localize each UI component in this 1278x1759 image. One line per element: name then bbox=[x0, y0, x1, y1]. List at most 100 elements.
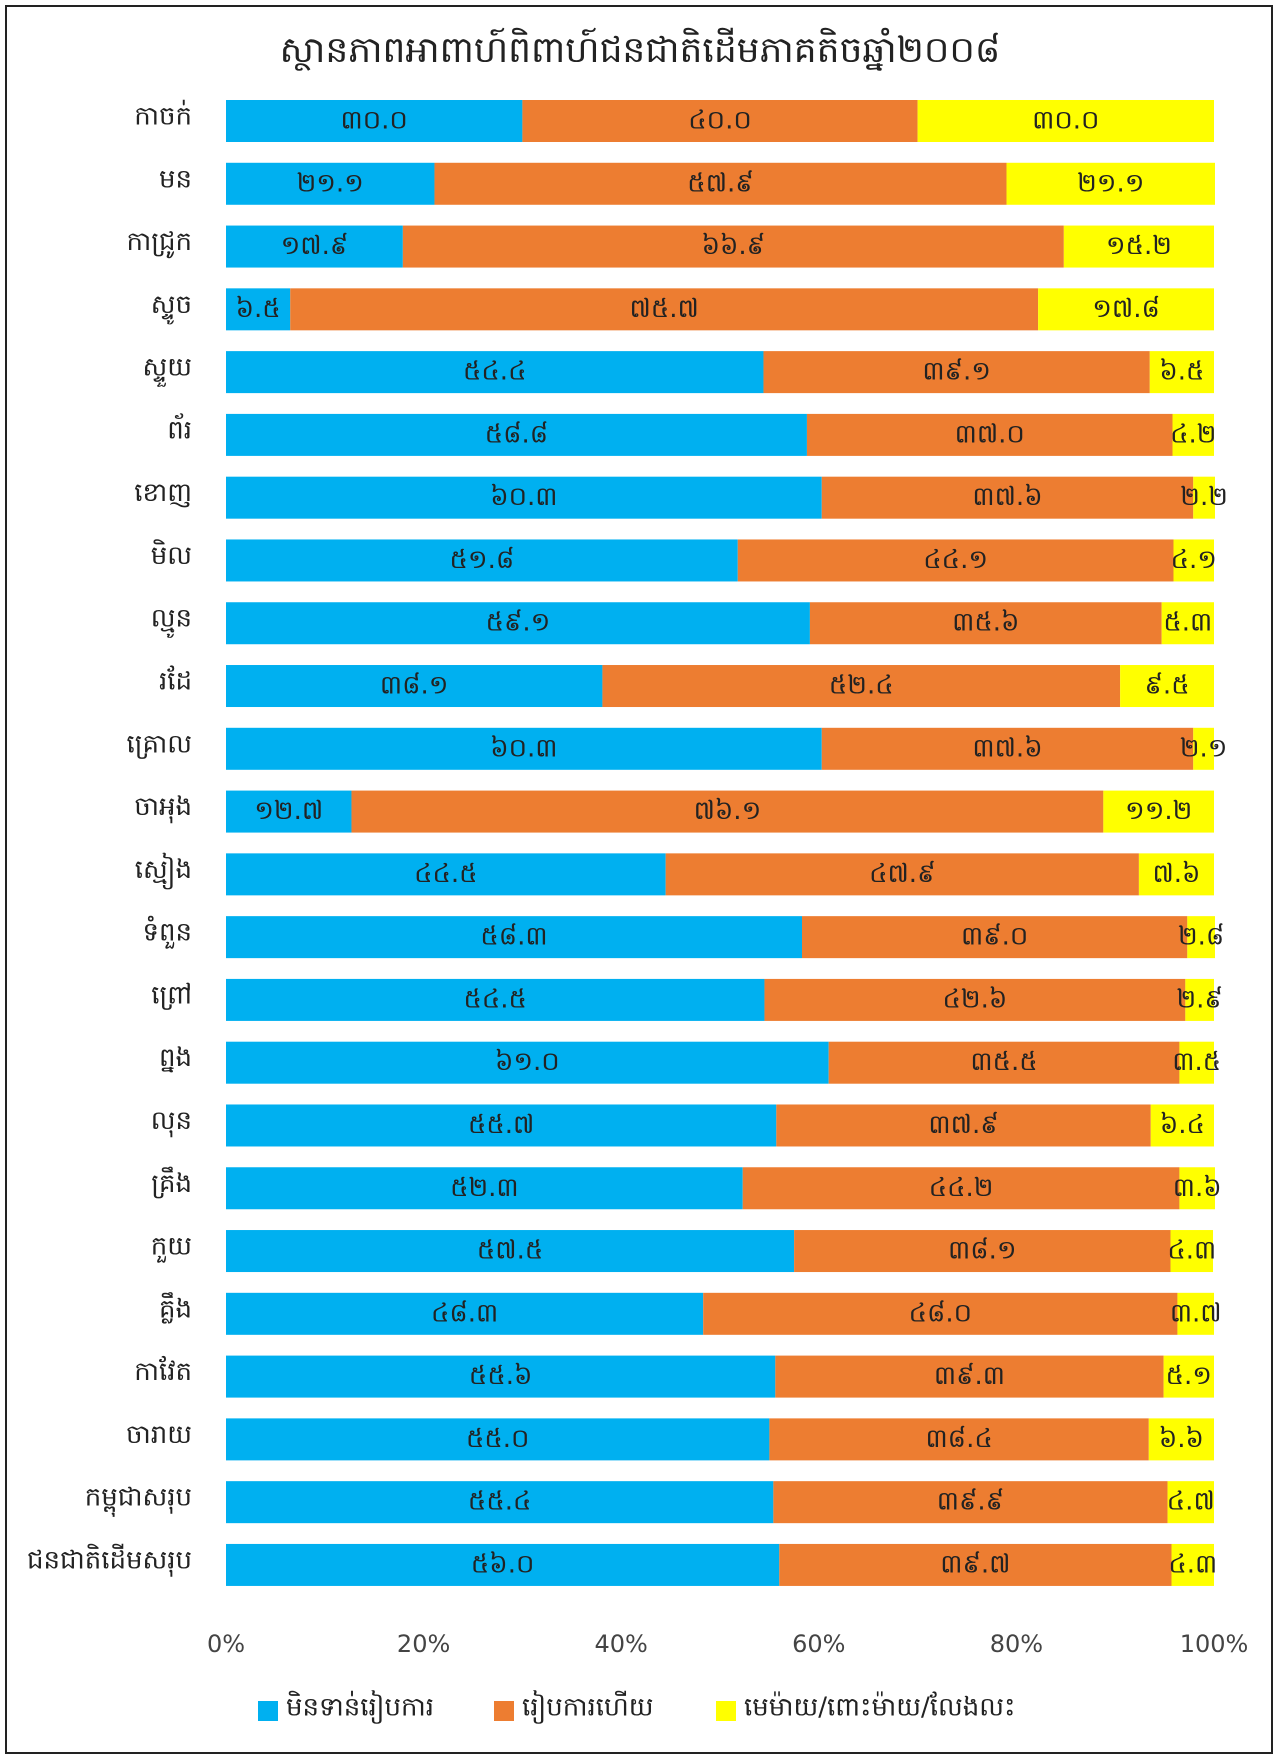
bar-segment bbox=[1038, 288, 1214, 331]
y-tick-label: ព្រៅ bbox=[151, 980, 192, 1010]
y-tick-label: ស្មៀង bbox=[135, 852, 192, 890]
data-label: ៣៥.៥ bbox=[970, 1047, 1037, 1077]
data-label: ៦.៦ bbox=[1159, 1424, 1204, 1454]
bar-segment bbox=[226, 100, 523, 142]
bar-segment bbox=[226, 1230, 795, 1273]
bar-segment bbox=[763, 351, 1150, 394]
legend-label: មិនទាន់រៀបការ bbox=[286, 1690, 434, 1725]
data-label: ៥.១ bbox=[1166, 1361, 1212, 1391]
bar-segment bbox=[1177, 1292, 1214, 1335]
data-label: ៥២.៣ bbox=[450, 1173, 519, 1203]
bar-segment bbox=[1170, 1230, 1214, 1273]
y-tick-label: ជនជាតិដើមសរុប bbox=[27, 1543, 192, 1577]
data-label: ៣.៧ bbox=[1170, 1298, 1222, 1328]
bar-segment bbox=[226, 476, 822, 519]
y-tick-label: កួយ bbox=[151, 1232, 192, 1264]
data-label: ៦១.០ bbox=[495, 1047, 560, 1077]
data-label: ៣០.០ bbox=[1032, 106, 1099, 136]
y-tick-label: ទំពួន bbox=[142, 916, 192, 950]
bar-segment bbox=[773, 1481, 1168, 1524]
data-label: ៣៨.១ bbox=[948, 1236, 1017, 1266]
bar-segment bbox=[226, 1167, 743, 1210]
chart-title: ស្ថានភាពអាពាហ៍ពិពាហ៍ជនជាតិដើមភាគតិចឆ្នាំ… bbox=[280, 27, 1001, 71]
y-tick-label: មន bbox=[159, 164, 192, 194]
data-label: ៧៦.១ bbox=[694, 796, 762, 826]
bar-segment bbox=[226, 539, 738, 582]
data-label: ៥២.៤ bbox=[829, 671, 894, 701]
data-label: ៥១.៨ bbox=[450, 545, 515, 575]
data-label: ៥.៣ bbox=[1163, 608, 1212, 638]
bar-segment bbox=[226, 978, 765, 1021]
bar-segment bbox=[809, 602, 1162, 645]
bar-segment bbox=[290, 288, 1039, 331]
data-label: ៥៥.៧ bbox=[468, 1110, 534, 1140]
data-label: ៣៧.៩ bbox=[928, 1110, 998, 1140]
data-label: ៥៥.៦ bbox=[469, 1361, 533, 1391]
bar-segment bbox=[1063, 225, 1214, 268]
bar-segment bbox=[828, 1041, 1180, 1084]
bar-segment bbox=[1120, 665, 1214, 708]
bar-segment bbox=[1173, 539, 1214, 582]
data-label: ៧.៦ bbox=[1152, 859, 1200, 889]
bar-segment bbox=[1163, 1355, 1214, 1398]
bar-segment bbox=[226, 413, 807, 456]
data-label: ២១.១ bbox=[1077, 168, 1144, 198]
bar-segment bbox=[1149, 351, 1214, 394]
data-label: ៥៨.៣ bbox=[480, 922, 547, 952]
bar-segment bbox=[737, 539, 1174, 582]
x-tick-label: 60% bbox=[792, 1630, 845, 1658]
bar-segment bbox=[226, 162, 435, 205]
data-label: ៣៩.៧ bbox=[940, 1549, 1010, 1579]
data-label: ៣៧.៦ bbox=[972, 482, 1042, 512]
bar-segment bbox=[821, 727, 1194, 770]
y-tick-label: គ្រឹង bbox=[151, 1166, 192, 1199]
bar-segment bbox=[226, 351, 764, 394]
bar-segment bbox=[402, 225, 1064, 268]
data-label: ២.១ bbox=[1180, 733, 1228, 763]
data-label: ៣៩.០ bbox=[961, 922, 1028, 952]
data-label: ៥៨.៨ bbox=[485, 419, 549, 449]
bar-segment bbox=[1148, 1418, 1214, 1461]
bar-segment bbox=[226, 853, 666, 896]
y-tick-label: មិល bbox=[151, 539, 192, 571]
bar-segment bbox=[1193, 476, 1215, 519]
bar-segment bbox=[226, 288, 291, 331]
bar-segment bbox=[226, 225, 403, 268]
x-tick-label: 20% bbox=[397, 1630, 450, 1658]
y-tick-label: គ្លឹង bbox=[159, 1291, 192, 1324]
data-label: ៤៨.៣ bbox=[431, 1298, 498, 1328]
data-label: ៦.៥ bbox=[1159, 357, 1204, 387]
bar-segment bbox=[226, 916, 803, 959]
bar-segment bbox=[226, 1292, 704, 1335]
bar-segment bbox=[434, 162, 1007, 205]
data-label: ៤៧.៩ bbox=[869, 859, 935, 889]
bar-segment bbox=[779, 1543, 1172, 1586]
data-label: ៦៦.៩ bbox=[702, 231, 766, 261]
data-label: ៥៧.៩ bbox=[687, 168, 753, 198]
bar-segment bbox=[1179, 1041, 1214, 1084]
y-tick-label: កាចក់ bbox=[134, 100, 192, 132]
x-tick-label: 40% bbox=[595, 1630, 648, 1658]
bar-segment bbox=[1172, 413, 1214, 456]
y-tick-label: ល្មូន bbox=[151, 604, 192, 639]
data-label: ២.២ bbox=[1180, 482, 1228, 512]
bar-segment bbox=[776, 1104, 1151, 1147]
y-tick-label: កម្ពុជាសរុប bbox=[85, 1483, 192, 1518]
bar-segment bbox=[1171, 1543, 1214, 1586]
bar-segment bbox=[1103, 790, 1214, 833]
bar-segment bbox=[522, 100, 918, 142]
y-tick-label: កាវែត bbox=[134, 1355, 192, 1387]
x-tick-label: 100% bbox=[1180, 1630, 1249, 1658]
data-label: ៤.២ bbox=[1170, 419, 1216, 449]
bar-segment bbox=[226, 602, 810, 645]
data-label: ៣៩.១ bbox=[922, 357, 991, 387]
data-label: ៥៩.១ bbox=[486, 608, 551, 638]
bar-segment bbox=[1185, 978, 1214, 1021]
legend-swatch bbox=[716, 1701, 736, 1721]
data-label: ៦.៤ bbox=[1160, 1110, 1205, 1140]
data-label: ៤.៣ bbox=[1168, 1549, 1217, 1579]
bar-segment bbox=[1006, 162, 1215, 205]
data-label: ២១.១ bbox=[297, 168, 364, 198]
data-label: ៣៧.០ bbox=[955, 419, 1025, 449]
